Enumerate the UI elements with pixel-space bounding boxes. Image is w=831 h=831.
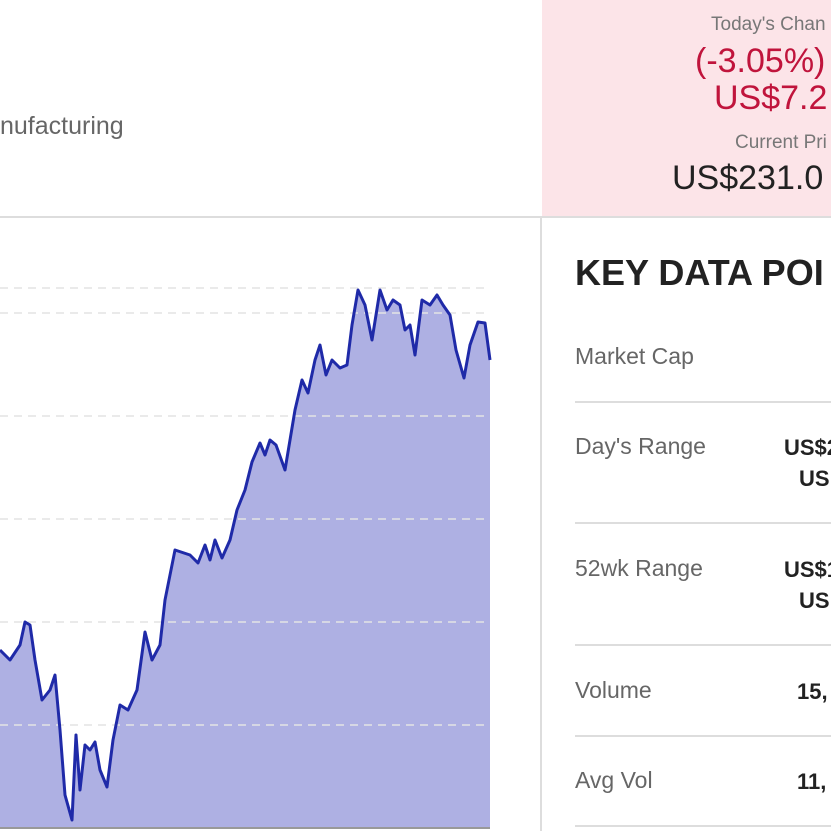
quote-box: Today's Chan (-3.05%) US$7.2 Current Pri…: [542, 0, 831, 216]
row-label: Volume: [575, 677, 652, 703]
change-abs: US$7.2: [714, 79, 828, 117]
row-value: US: [799, 588, 830, 613]
divider: [0, 216, 831, 218]
separator: [575, 644, 831, 646]
row-label: Avg Vol: [575, 767, 653, 793]
separator: [575, 522, 831, 524]
price-label: Current Pri: [735, 132, 827, 153]
chart: [0, 287, 492, 829]
key-data-title: KEY DATA POI: [575, 252, 824, 293]
row-label: 52wk Range: [575, 555, 703, 581]
separator: [575, 735, 831, 737]
divider: [540, 216, 542, 831]
row-label: Day's Range: [575, 433, 706, 459]
row-value: US$2: [784, 435, 831, 460]
separator: [575, 825, 831, 827]
separator: [575, 401, 831, 403]
change-pct: (-3.05%): [695, 42, 826, 80]
row-value: US: [799, 466, 830, 491]
industry: nufacturing: [0, 112, 124, 140]
change-label: Today's Chan: [711, 14, 826, 35]
area: [0, 290, 490, 828]
price-line: [0, 288, 492, 822]
row-value: 15,: [797, 679, 828, 704]
row-value: US$1: [784, 557, 831, 582]
row-value: 11,: [797, 769, 827, 794]
row-label: Market Cap: [575, 343, 694, 369]
price: US$231.0: [672, 159, 824, 197]
